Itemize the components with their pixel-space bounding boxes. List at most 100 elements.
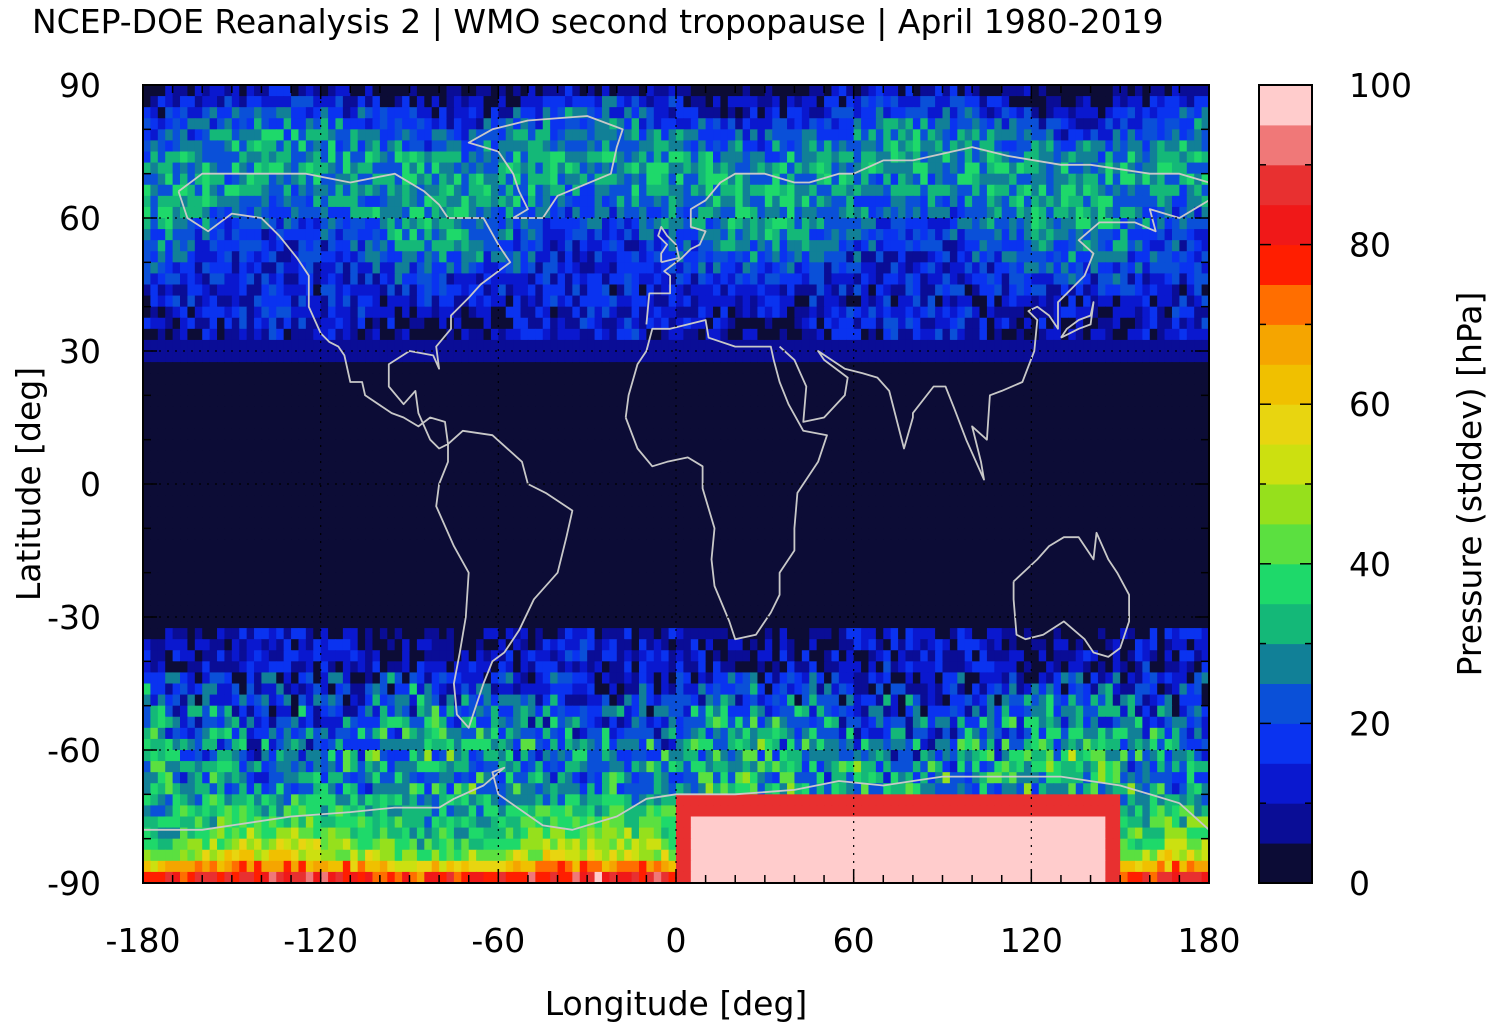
heatmap-cell bbox=[1127, 328, 1136, 341]
heatmap-cell bbox=[779, 184, 788, 197]
heatmap-cell bbox=[986, 262, 995, 275]
heatmap-cell bbox=[1083, 206, 1092, 219]
heatmap-cell bbox=[268, 162, 277, 175]
heatmap-cell bbox=[683, 195, 692, 208]
heatmap-cell bbox=[816, 339, 825, 352]
heatmap-cell bbox=[890, 395, 899, 408]
heatmap-cell bbox=[579, 85, 588, 97]
heatmap-cell bbox=[1068, 162, 1077, 175]
heatmap-cell bbox=[638, 273, 647, 286]
heatmap-cell bbox=[431, 406, 440, 419]
heatmap-cell bbox=[601, 118, 610, 130]
heatmap-cell bbox=[387, 439, 396, 452]
heatmap-cell bbox=[1120, 85, 1129, 97]
heatmap-cell bbox=[587, 461, 596, 474]
heatmap-cell bbox=[816, 461, 825, 474]
heatmap-cell bbox=[601, 273, 610, 286]
heatmap-cell bbox=[542, 96, 551, 108]
heatmap-cell bbox=[1127, 251, 1136, 263]
heatmap-cell bbox=[439, 450, 448, 463]
heatmap-cell bbox=[527, 206, 536, 219]
heatmap-cell bbox=[624, 251, 633, 263]
heatmap-cell bbox=[217, 450, 226, 463]
heatmap-cell bbox=[986, 118, 995, 130]
heatmap-cell bbox=[476, 251, 485, 263]
heatmap-cell bbox=[905, 173, 914, 186]
heatmap-cell bbox=[1194, 195, 1203, 208]
heatmap-cell bbox=[453, 417, 462, 430]
heatmap-cell bbox=[668, 351, 677, 363]
heatmap-cell bbox=[298, 129, 307, 142]
heatmap-cell bbox=[794, 439, 803, 452]
heatmap-cell bbox=[1127, 85, 1136, 97]
heatmap-cell bbox=[742, 162, 751, 175]
heatmap-cell bbox=[564, 317, 573, 330]
heatmap-cell bbox=[964, 218, 973, 230]
heatmap-cell bbox=[1142, 395, 1151, 408]
heatmap-cell bbox=[291, 206, 300, 219]
heatmap-cell bbox=[350, 373, 359, 385]
heatmap-cell bbox=[387, 107, 396, 119]
heatmap-cell bbox=[550, 284, 559, 297]
heatmap-cell bbox=[624, 295, 633, 308]
heatmap-cell bbox=[1097, 295, 1106, 308]
heatmap-cell bbox=[713, 295, 722, 308]
heatmap-cell bbox=[328, 140, 337, 153]
heatmap-cell bbox=[476, 328, 485, 341]
heatmap-cell bbox=[431, 384, 440, 396]
heatmap-cell bbox=[927, 229, 936, 241]
heatmap-cell bbox=[705, 351, 714, 363]
heatmap-cell bbox=[1142, 240, 1151, 252]
heatmap-cell bbox=[394, 439, 403, 452]
heatmap-cell bbox=[676, 428, 684, 441]
heatmap-cell bbox=[690, 295, 699, 308]
heatmap-cell bbox=[379, 229, 388, 241]
heatmap-cell bbox=[587, 229, 596, 241]
heatmap-cell bbox=[1171, 184, 1180, 197]
heatmap-cell bbox=[557, 317, 566, 330]
heatmap-cell bbox=[742, 229, 751, 241]
heatmap-cell bbox=[661, 273, 670, 286]
heatmap-cell bbox=[1053, 273, 1062, 286]
heatmap-cell bbox=[676, 450, 684, 463]
heatmap-cell bbox=[557, 295, 566, 308]
heatmap-cell bbox=[579, 439, 588, 452]
heatmap-cell bbox=[387, 140, 396, 153]
heatmap-cell bbox=[824, 107, 833, 119]
heatmap-cell bbox=[1186, 306, 1195, 319]
heatmap-cell bbox=[787, 317, 796, 330]
heatmap-cell bbox=[831, 351, 840, 363]
heatmap-cell bbox=[1009, 362, 1018, 374]
heatmap-cell bbox=[476, 184, 485, 197]
heatmap-cell bbox=[557, 240, 566, 252]
heatmap-cell bbox=[683, 395, 692, 408]
heatmap-cell bbox=[1046, 428, 1055, 441]
heatmap-cell bbox=[727, 251, 736, 263]
heatmap-cell bbox=[379, 384, 388, 396]
heatmap-cell bbox=[698, 395, 707, 408]
heatmap-cell bbox=[283, 262, 292, 275]
heatmap-cell bbox=[291, 450, 300, 463]
heatmap-cell bbox=[1164, 362, 1173, 374]
heatmap-cell bbox=[676, 173, 684, 186]
heatmap-cell bbox=[217, 339, 226, 352]
heatmap-cell bbox=[750, 151, 759, 164]
heatmap-cell bbox=[239, 140, 248, 153]
heatmap-cell bbox=[231, 240, 240, 252]
heatmap-cell bbox=[816, 129, 825, 142]
heatmap-cell bbox=[1149, 450, 1158, 463]
heatmap-cell bbox=[1083, 140, 1092, 153]
heatmap-cell bbox=[1171, 273, 1180, 286]
heatmap-cell bbox=[535, 295, 544, 308]
heatmap-cell bbox=[283, 362, 292, 374]
heatmap-cell bbox=[268, 129, 277, 142]
heatmap-cell bbox=[1105, 351, 1114, 363]
heatmap-cell bbox=[742, 118, 751, 130]
heatmap-cell bbox=[1105, 373, 1114, 385]
heatmap-cell bbox=[1090, 240, 1099, 252]
heatmap-cell bbox=[624, 96, 633, 108]
heatmap-cell bbox=[283, 195, 292, 208]
heatmap-cell bbox=[387, 295, 396, 308]
heatmap-cell bbox=[801, 450, 810, 463]
heatmap-cell bbox=[202, 162, 211, 175]
